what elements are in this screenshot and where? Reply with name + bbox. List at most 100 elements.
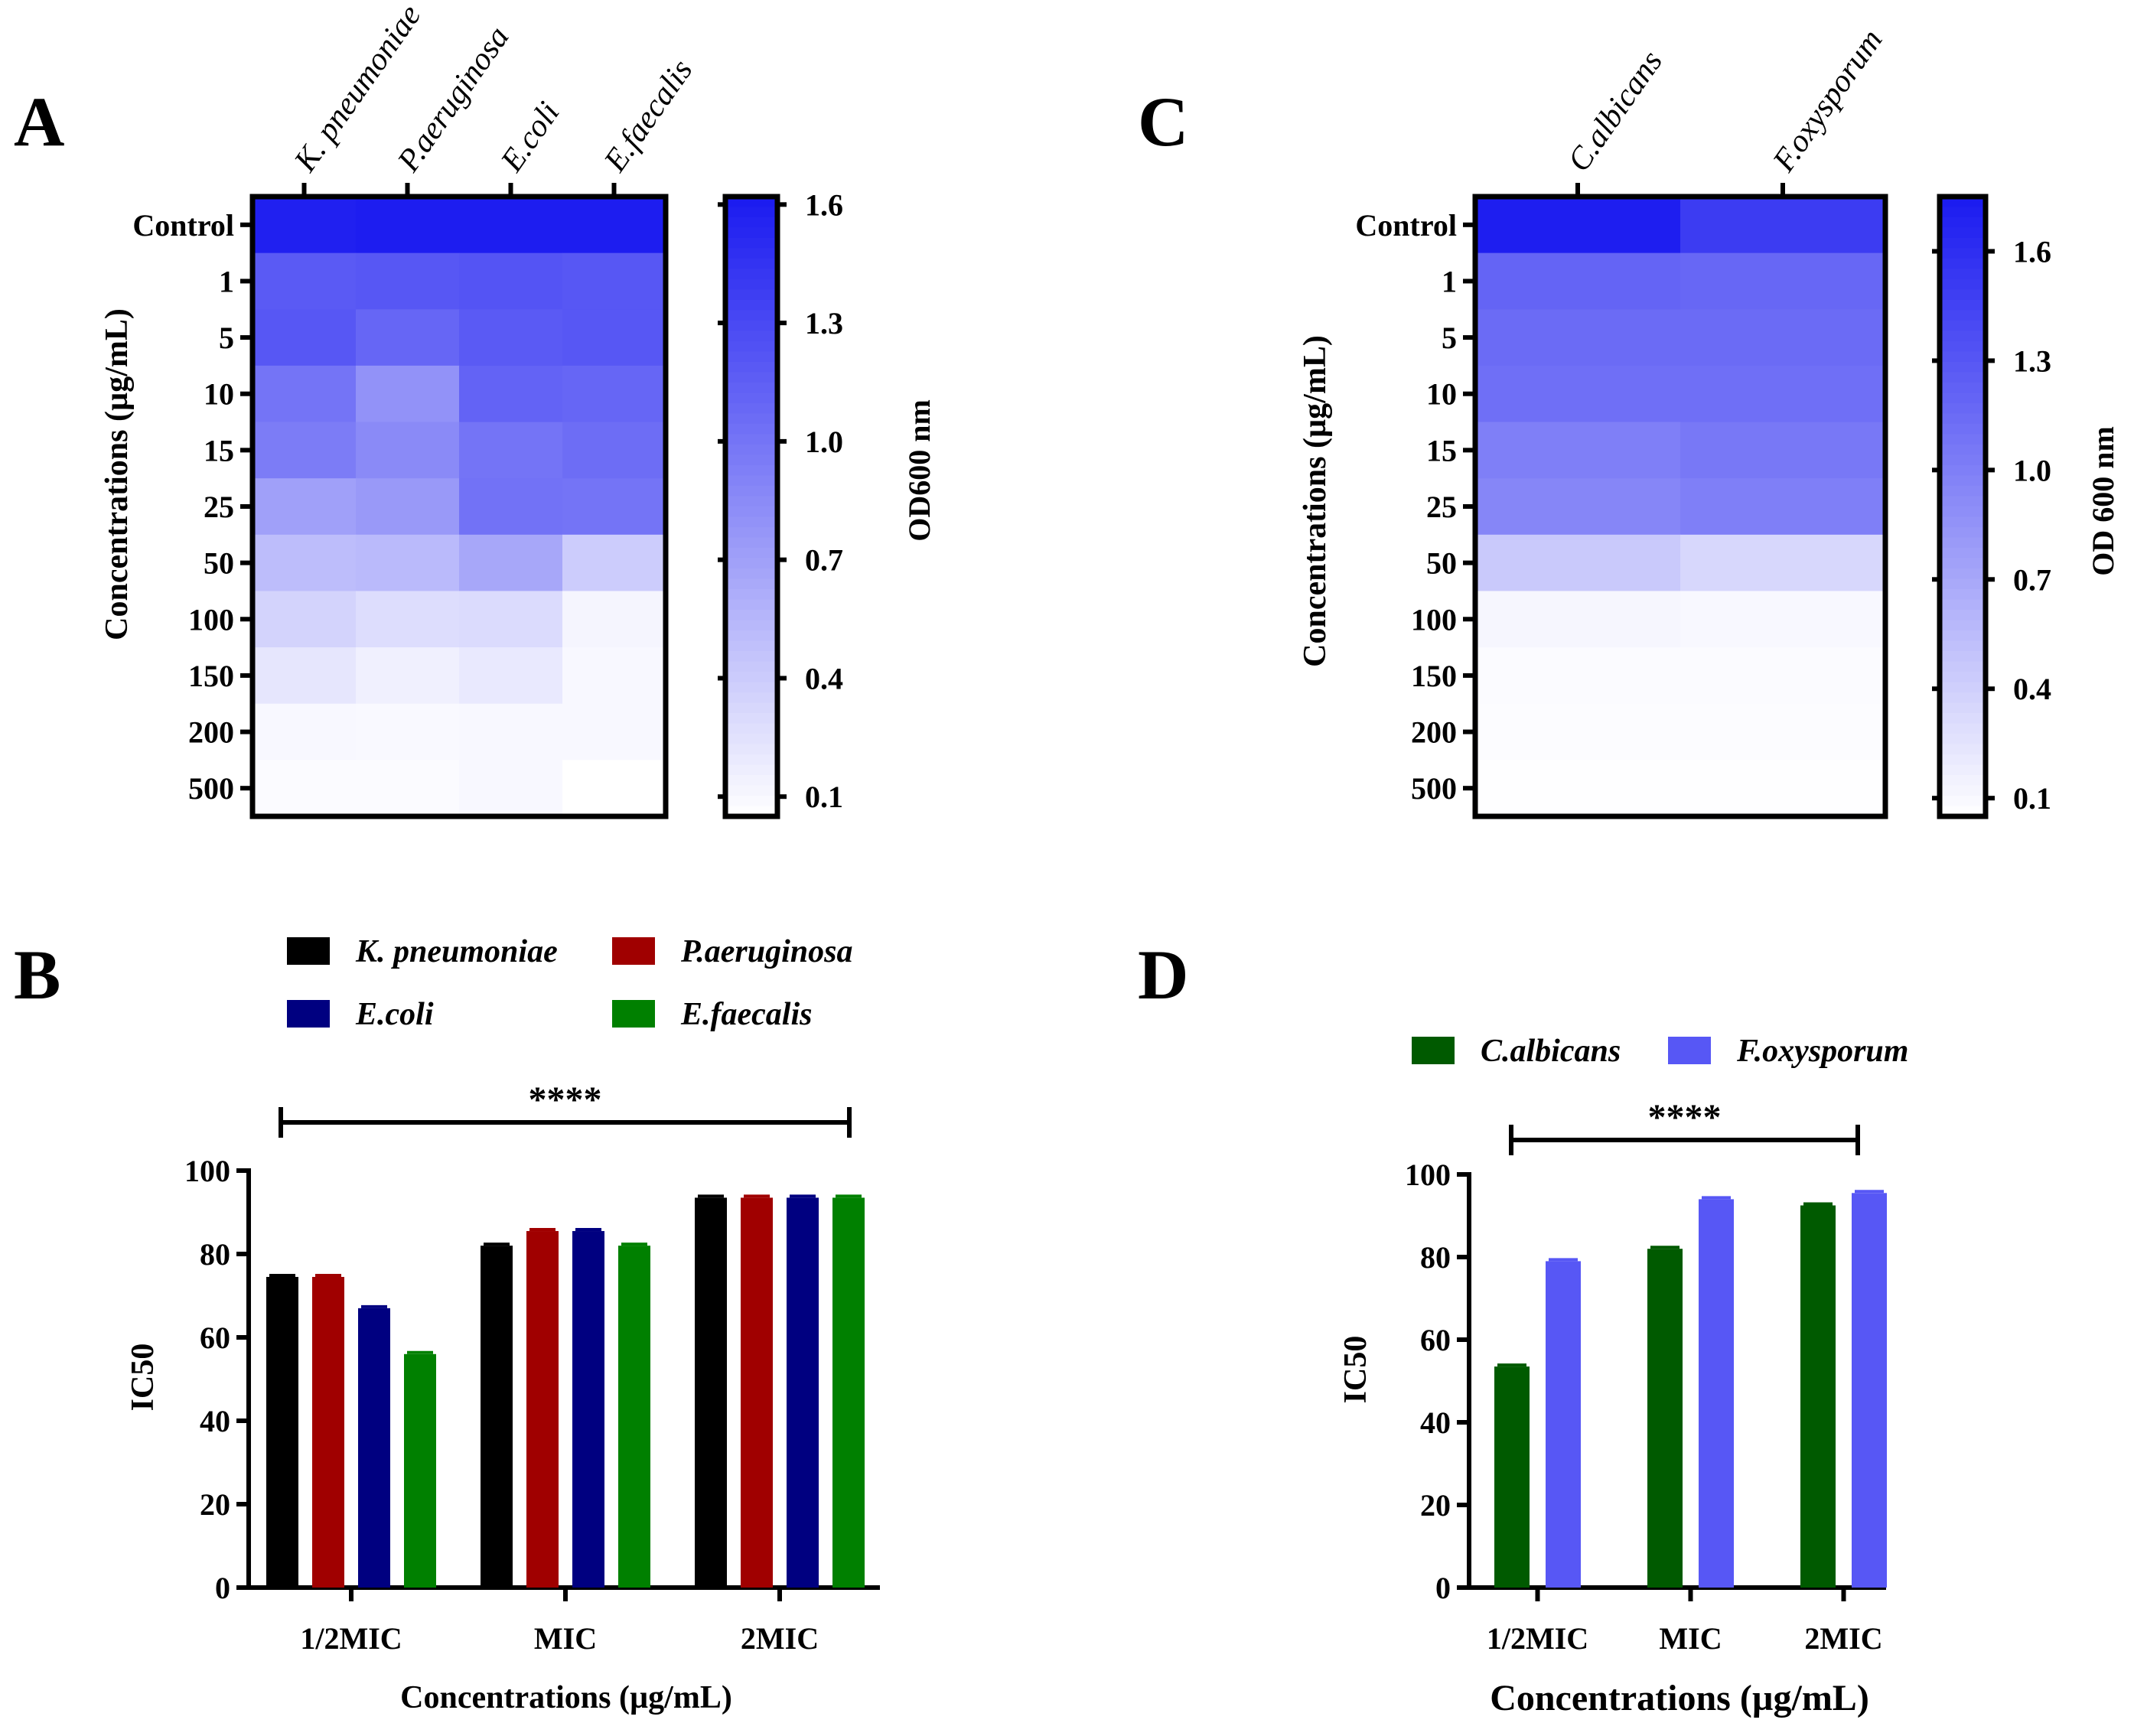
- colorbar-band: [1940, 454, 1986, 466]
- heatmap-cell-500-k-pneumoniae: [252, 760, 357, 817]
- heatmap-cell-150-e-coli: [459, 647, 563, 705]
- colorbar-band: [725, 269, 777, 280]
- colorbar-band: [725, 568, 777, 580]
- y-tick-label: 60: [1420, 1323, 1451, 1357]
- colorbar-frame: [722, 194, 780, 819]
- colorbar-band: [1940, 764, 1986, 776]
- heatmap-cell-50-f-oxysporum: [1680, 534, 1886, 592]
- colorbar-band: [725, 372, 777, 383]
- colorbar-tick-label: 0.4: [2013, 672, 2051, 706]
- colorbar-band: [1940, 651, 1986, 663]
- x-tick-label-mic: MIC: [534, 1621, 597, 1656]
- colorbar-band: [1940, 289, 1986, 301]
- colorbar-band: [725, 558, 777, 569]
- colorbar-band: [725, 744, 777, 755]
- bar-k-pneumoniae-2mic: [695, 1197, 727, 1588]
- bar-c-albicans-mic: [1647, 1249, 1683, 1588]
- colorbar-band: [1940, 413, 1986, 425]
- colorbar-band: [1940, 692, 1986, 704]
- y-axis-title: IC50: [125, 1344, 161, 1412]
- colorbar-band: [725, 682, 777, 693]
- colorbar-band: [1940, 248, 1986, 259]
- bar-f-oxysporum-mic: [1699, 1199, 1734, 1588]
- colorbar-band: [1940, 351, 1986, 363]
- row-label-25: 25: [204, 490, 234, 524]
- colorbar-band: [1940, 640, 1986, 652]
- legend-label-c-albicans: C.albicans: [1481, 1034, 1621, 1069]
- colorbar-band: [1940, 661, 1986, 673]
- colorbar-band: [1940, 672, 1986, 683]
- bar-p-aeruginosa-mic: [526, 1231, 559, 1588]
- colorbar-band: [725, 651, 777, 663]
- heatmap-cell-100-c-albicans: [1475, 591, 1681, 648]
- colorbar-band: [1940, 630, 1986, 642]
- colorbar-tick-label: 1.0: [2013, 453, 2051, 487]
- heatmap-cell-10-c-albicans: [1475, 365, 1681, 423]
- colorbar-band: [1940, 775, 1986, 787]
- heatmap-cell-150-e-faecalis: [562, 647, 666, 705]
- heatmap-cell-25-f-oxysporum: [1680, 478, 1886, 536]
- colorbar-band: [1940, 259, 1986, 270]
- colorbar-frame: [1937, 194, 1989, 819]
- bar-k-pneumoniae-1-2mic: [266, 1276, 298, 1588]
- heatmap-cell-50-e-faecalis: [562, 534, 666, 592]
- bar-e-faecalis-1-2mic: [404, 1353, 436, 1588]
- colorbar-band: [725, 248, 777, 259]
- bar-k-pneumoniae-mic: [481, 1246, 513, 1588]
- row-label-50: 50: [204, 546, 234, 581]
- heatmap-cell-1-k-pneumoniae: [252, 252, 357, 310]
- colorbar-band: [1940, 754, 1986, 766]
- colorbar-band: [725, 300, 777, 311]
- y-tick-label: 80: [1420, 1240, 1451, 1275]
- colorbar-band: [725, 620, 777, 631]
- colorbar-band: [1940, 506, 1986, 518]
- bar-e-coli-2mic: [787, 1197, 819, 1588]
- colorbar-tick-label: 1.3: [2013, 344, 2051, 378]
- row-label-10: 10: [1426, 377, 1457, 412]
- row-label-control: Control: [1355, 208, 1457, 243]
- colorbar-tick-label: 1.0: [805, 425, 843, 459]
- colorbar-band: [725, 723, 777, 734]
- colorbar-band: [1940, 589, 1986, 601]
- row-label-15: 15: [1426, 433, 1457, 467]
- colorbar-band: [725, 599, 777, 611]
- colorbar-band: [1940, 403, 1986, 415]
- colorbar-band: [725, 454, 777, 466]
- colorbar-band: [725, 796, 777, 807]
- heatmap-cell-150-k-pneumoniae: [252, 647, 357, 705]
- legend-label-k-pneumoniae: K. pneumoniae: [355, 934, 558, 969]
- legend-swatch-c-albicans: [1412, 1037, 1455, 1064]
- x-tick-label-1-2mic: 1/2MIC: [300, 1621, 402, 1656]
- legend-label-p-aeruginosa: P.aeruginosa: [680, 934, 852, 969]
- colorbar-band: [1940, 744, 1986, 755]
- heatmap-cell-50-e-coli: [459, 534, 563, 592]
- heatmap-cell-10-e-coli: [459, 365, 563, 423]
- heatmap-cell-100-e-coli: [459, 591, 563, 648]
- colorbar-band: [1940, 599, 1986, 611]
- colorbar-band: [725, 289, 777, 301]
- colorbar-band: [725, 351, 777, 363]
- colorbar-band: [725, 331, 777, 342]
- colorbar-band: [1940, 516, 1986, 528]
- heatmap-cell-control-e-coli: [459, 197, 563, 254]
- bar-c-albicans-1-2mic: [1494, 1366, 1530, 1588]
- heatmap-cell-5-p-aeruginosa: [356, 309, 460, 366]
- heatmap-cell-5-k-pneumoniae: [252, 309, 357, 366]
- colorbar-band: [725, 630, 777, 642]
- colorbar-band: [1940, 392, 1986, 404]
- colorbar-band: [725, 434, 777, 445]
- colorbar-band: [1940, 331, 1986, 342]
- y-tick-label: 60: [200, 1321, 230, 1355]
- column-label-e-faecalis: E.faecalis: [597, 54, 699, 179]
- colorbar-band: [1940, 610, 1986, 621]
- colorbar-band: [1940, 785, 1986, 796]
- colorbar-band: [725, 424, 777, 435]
- colorbar-band: [725, 640, 777, 652]
- colorbar-band: [725, 383, 777, 394]
- legend-swatch-f-oxysporum: [1668, 1037, 1711, 1064]
- colorbar-band: [725, 537, 777, 549]
- heatmap-cell-15-c-albicans: [1475, 422, 1681, 479]
- heatmap-cell-15-p-aeruginosa: [356, 422, 460, 479]
